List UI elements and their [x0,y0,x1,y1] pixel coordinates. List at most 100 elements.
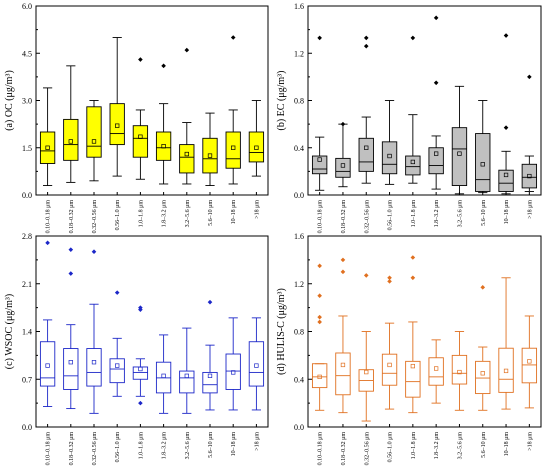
box-d-9 [498,277,514,410]
mean-marker [364,145,369,150]
box-iqr [248,341,265,387]
mean-marker [45,145,50,150]
mean-marker [457,151,462,156]
box-a-8 [202,112,218,187]
x-tick-label: 1.8–3.2 μm [162,200,168,228]
box-a-2 [63,65,79,183]
box-iqr [451,354,468,385]
x-tick-label: 3.2–5.6 μm [185,200,191,228]
x-tick-label: >18 μm [527,200,533,219]
chart-panel-c: 0.0 0.7 1.4 2.1 2.8 (c) WSOC (μg/m³) 0.10–0.18… [4,232,269,466]
x-tick-label: 1.0–1.8 μm [138,432,144,460]
y-axis-label: (c) WSOC (μg/m³) [4,294,15,369]
outlier-point [317,35,322,41]
box-iqr [405,155,421,176]
box-c-5 [132,305,149,406]
box-d-4 [381,275,398,410]
box-iqr [63,348,79,390]
box-c-8 [202,299,218,411]
mean-marker [254,363,259,368]
y-axis-label: (a) OC (μg/m³) [4,70,15,131]
mean-marker [410,363,415,369]
outlier-point [340,257,346,263]
box-iqr [179,370,195,394]
y-tick-label: 0.0 [22,191,32,200]
mean-marker [457,369,462,375]
x-tick-label: 0.56–1.0 μm [388,200,394,231]
box-d-6 [428,339,444,404]
box-c-9 [225,317,241,411]
mean-marker [527,173,532,179]
box-iqr [405,360,421,398]
x-tick-label: 3.2–5.6 μm [457,200,463,228]
y-tick-label: 0.4 [294,144,304,153]
outlier-point [317,293,322,298]
chart-panel-a: 0.0 1.5 3.0 4.5 6.0 (a) OC (μg/m³) 0.10–0.18 μ… [4,2,269,233]
box-a-3 [86,100,102,182]
box-d-2 [335,257,351,414]
x-tick-label: >18 μm [254,432,260,451]
outlier-point [138,307,143,312]
mean-marker [410,159,415,165]
box-iqr [451,127,468,186]
box-iqr [109,358,125,384]
mean-marker [68,139,73,144]
box-iqr [248,131,265,163]
x-tick-label: 0.10–0.18 μm [318,432,324,466]
box-iqr [202,371,218,394]
box-c-10 [248,317,265,411]
x-tick-label: 5.6–10 μm [481,432,487,458]
y-tick-label: 2.8 [22,232,32,241]
outlier-point [363,35,369,41]
box-c-6 [155,334,172,414]
box-iqr [86,106,102,158]
box-d-7 [451,331,468,411]
box-iqr [381,353,398,386]
box-c-4 [109,290,125,397]
x-tick-label: 0.18–0.32 μm [69,432,75,466]
mean-marker [161,144,166,149]
mean-marker [115,363,120,368]
mean-marker [161,373,166,378]
mean-marker [231,145,236,150]
box-d-10 [521,315,538,409]
outlier-point [184,47,190,53]
x-tick-label: 3.2–5.6 μm [185,432,191,460]
box-iqr [39,341,56,387]
outlier-point [161,63,166,69]
outlier-point [230,35,236,40]
y-tick-label: 0.0 [294,423,304,432]
box-iqr [311,155,328,175]
x-tick-label: 1.0–1.8 μm [138,200,144,228]
box-iqr [475,360,491,395]
x-tick-label: 0.18–0.32 μm [341,432,347,466]
mean-marker [68,360,73,365]
y-tick-label: 1.6 [294,2,304,11]
mean-marker [480,371,485,376]
mean-marker [45,363,50,368]
mean-marker [184,151,189,157]
box-b-4 [381,100,398,185]
box-b-5 [405,35,421,184]
box-d-1 [311,263,328,411]
outlier-point [433,80,439,86]
box-a-6 [155,63,172,185]
y-tick-label: 0.0 [22,423,32,432]
box-a-9 [225,35,241,185]
box-a-4 [109,37,125,177]
outlier-point [480,285,486,290]
outlier-point [45,240,50,246]
y-tick-label: 0.0 [294,191,304,200]
mean-marker [184,373,189,378]
y-tick-label: 6.0 [22,2,32,11]
chart-panel-d: 0.0 0.4 0.8 1.2 1.6 (d) HULIS-C (μg/m³) 0.10–0… [276,232,542,466]
y-tick-label: 2.1 [22,280,32,289]
box-b-2 [335,121,351,188]
box-d-8 [475,285,491,411]
box-c-1 [39,240,56,407]
outlier-point [433,15,439,21]
x-tick-label: 1.0–1.8 μm [411,432,417,460]
outlier-point [207,299,213,305]
box-iqr [311,363,328,389]
